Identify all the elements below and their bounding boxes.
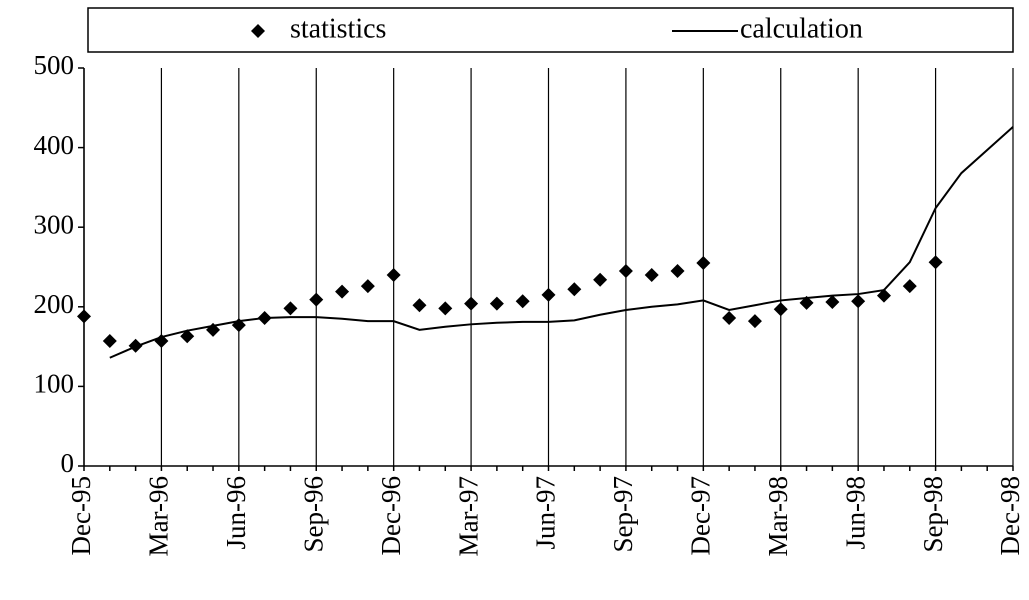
marker: [928, 255, 943, 270]
x-tick-label: Sep-98: [918, 476, 948, 553]
marker: [567, 282, 582, 297]
marker: [360, 279, 375, 294]
marker: [335, 284, 350, 299]
x-tick-label: Mar-98: [763, 476, 793, 556]
y-tick-label: 400: [34, 130, 75, 160]
x-tick-label: Sep-97: [608, 476, 638, 553]
marker: [722, 310, 737, 325]
marker: [438, 301, 453, 316]
marker: [283, 301, 298, 316]
legend-label: statistics: [290, 13, 386, 44]
marker: [386, 267, 401, 282]
marker: [593, 272, 608, 287]
marker: [851, 294, 866, 309]
marker: [618, 263, 633, 278]
line: [109, 126, 1014, 359]
marker: [77, 309, 91, 324]
marker: [670, 263, 685, 278]
y-tick-label: 0: [61, 448, 75, 478]
marker: [773, 302, 788, 317]
x-tick-label: Mar-97: [453, 476, 483, 556]
marker: [515, 294, 530, 309]
x-tick-label: Mar-96: [144, 476, 174, 556]
marker: [309, 292, 324, 307]
x-tick-label: Jun-97: [531, 476, 561, 550]
marker: [489, 296, 504, 311]
marker: [102, 334, 117, 349]
legend-marker: [251, 24, 265, 38]
x-tick-label: Sep-96: [298, 476, 328, 553]
marker: [180, 329, 195, 344]
marker: [902, 279, 917, 294]
marker: [696, 256, 711, 271]
x-tick-label: Dec-97: [686, 476, 716, 555]
y-tick-label: 200: [34, 289, 75, 319]
marker: [747, 314, 762, 329]
marker: [412, 298, 427, 313]
x-tick-label: Jun-98: [840, 476, 870, 550]
x-tick-label: Jun-96: [221, 476, 251, 550]
marker: [464, 296, 479, 311]
x-tick-label: Dec-95: [66, 476, 96, 555]
x-tick-label: Dec-98: [995, 476, 1025, 555]
x-tick-label: Dec-96: [376, 476, 406, 555]
legend-label: calculation: [740, 13, 863, 44]
y-tick-label: 100: [34, 369, 75, 399]
marker: [876, 288, 891, 303]
marker: [825, 295, 840, 310]
marker: [541, 287, 556, 302]
y-tick-label: 300: [34, 209, 75, 239]
y-tick-label: 500: [34, 50, 75, 80]
legend-box: [87, 7, 1014, 53]
marker: [644, 267, 659, 282]
